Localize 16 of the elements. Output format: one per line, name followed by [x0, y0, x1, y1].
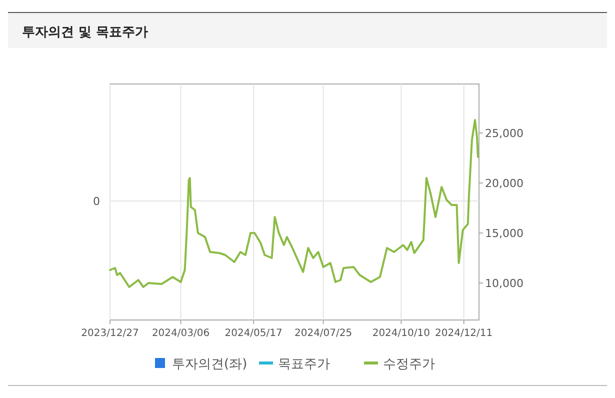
x-tick-label: 2024/07/25 [294, 328, 352, 339]
x-tick-label: 2024/03/06 [152, 328, 210, 339]
y2-tick-label: 10,000 [485, 277, 524, 290]
x-tick-label: 2024/12/11 [435, 328, 493, 339]
x-tick-label: 2024/10/10 [372, 328, 430, 339]
line-series [109, 119, 479, 288]
y2-tick-label: 15,000 [485, 227, 524, 240]
text: 0 [93, 195, 100, 208]
legend-label: 수정주가 [383, 357, 435, 372]
y2-tick-label: 20,000 [485, 177, 524, 190]
legend-label: 투자의견(좌) [172, 357, 248, 372]
chart-title: 투자의견 및 목표주가 [22, 25, 148, 40]
x-tick-label: 2024/05/17 [224, 328, 282, 339]
x-tick-label: 2023/12/27 [81, 328, 139, 339]
y2-tick-label: 25,000 [485, 127, 524, 140]
legend-label: 목표주가 [278, 357, 330, 372]
